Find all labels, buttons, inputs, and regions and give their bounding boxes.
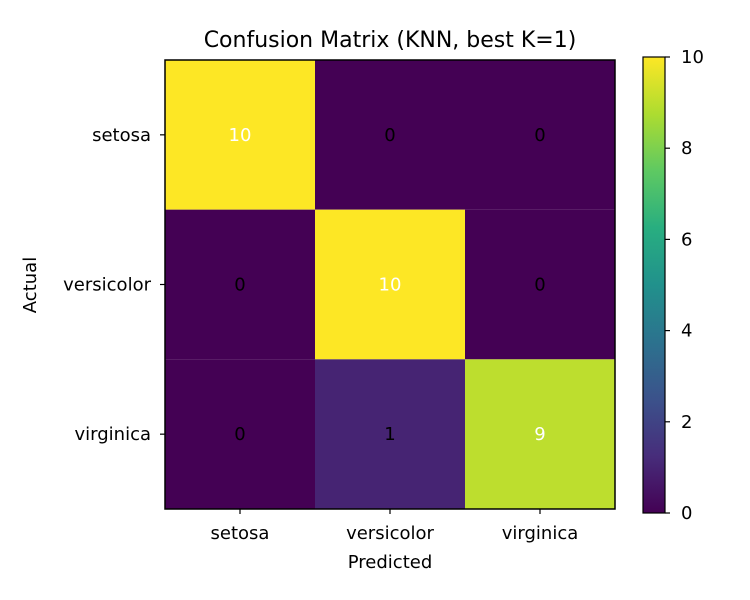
colorbar-tick-label-0: 0 — [681, 503, 692, 524]
colorbar-tick-label-1: 2 — [681, 412, 692, 433]
colorbar: 0 2 4 6 8 10 — [642, 47, 704, 524]
x-axis-label: Predicted — [348, 552, 433, 573]
y-tick-label-2: virginica — [75, 424, 152, 445]
heatmap-cell-r0-c0 — [165, 60, 315, 210]
heatmap-cell-r0-c2 — [465, 60, 615, 210]
x-axis-ticks: setosa versicolor virginica — [211, 509, 579, 544]
heatmap-cell-r2-c1 — [315, 359, 465, 509]
y-tick-label-0: setosa — [92, 125, 151, 146]
colorbar-gradient — [642, 56, 666, 514]
cell-value-r0-c2: 0 — [534, 125, 545, 146]
heatmap-cell-r2-c2 — [465, 359, 615, 509]
heatmap-cell-r2-c0 — [165, 359, 315, 509]
heatmap-cell-r1-c1 — [315, 209, 465, 360]
y-axis-ticks: setosa versicolor virginica — [63, 125, 165, 445]
x-tick-label-1: versicolor — [346, 523, 434, 544]
colorbar-tick-label-3: 6 — [681, 229, 692, 250]
cell-value-r2-c1: 1 — [384, 424, 395, 445]
colorbar-tick-label-2: 4 — [681, 321, 692, 342]
colorbar-ticks: 0 2 4 6 8 10 — [665, 47, 704, 524]
x-tick-label-0: setosa — [211, 523, 270, 544]
cell-value-r2-c0: 0 — [234, 424, 245, 445]
cell-value-r1-c1: 10 — [379, 275, 402, 296]
cell-value-r2-c2: 9 — [534, 424, 545, 445]
colorbar-tick-label-5: 10 — [681, 47, 704, 68]
chart-title: Confusion Matrix (KNN, best K=1) — [204, 28, 577, 53]
y-axis-label: Actual — [20, 257, 41, 313]
colorbar-tick-label-4: 8 — [681, 138, 692, 159]
cell-value-r0-c1: 0 — [384, 125, 395, 146]
heatmap-cell-r1-c0 — [165, 209, 315, 360]
heatmap-cell-r1-c2 — [465, 209, 615, 360]
y-tick-label-1: versicolor — [63, 275, 151, 296]
cell-value-r1-c2: 0 — [534, 275, 545, 296]
heatmap-cells: 10 0 0 0 10 0 0 1 9 — [165, 60, 615, 509]
cell-value-r0-c0: 10 — [229, 125, 252, 146]
x-tick-label-2: virginica — [502, 523, 579, 544]
heatmap-cell-r0-c1 — [315, 60, 465, 210]
cell-value-r1-c0: 0 — [234, 275, 245, 296]
